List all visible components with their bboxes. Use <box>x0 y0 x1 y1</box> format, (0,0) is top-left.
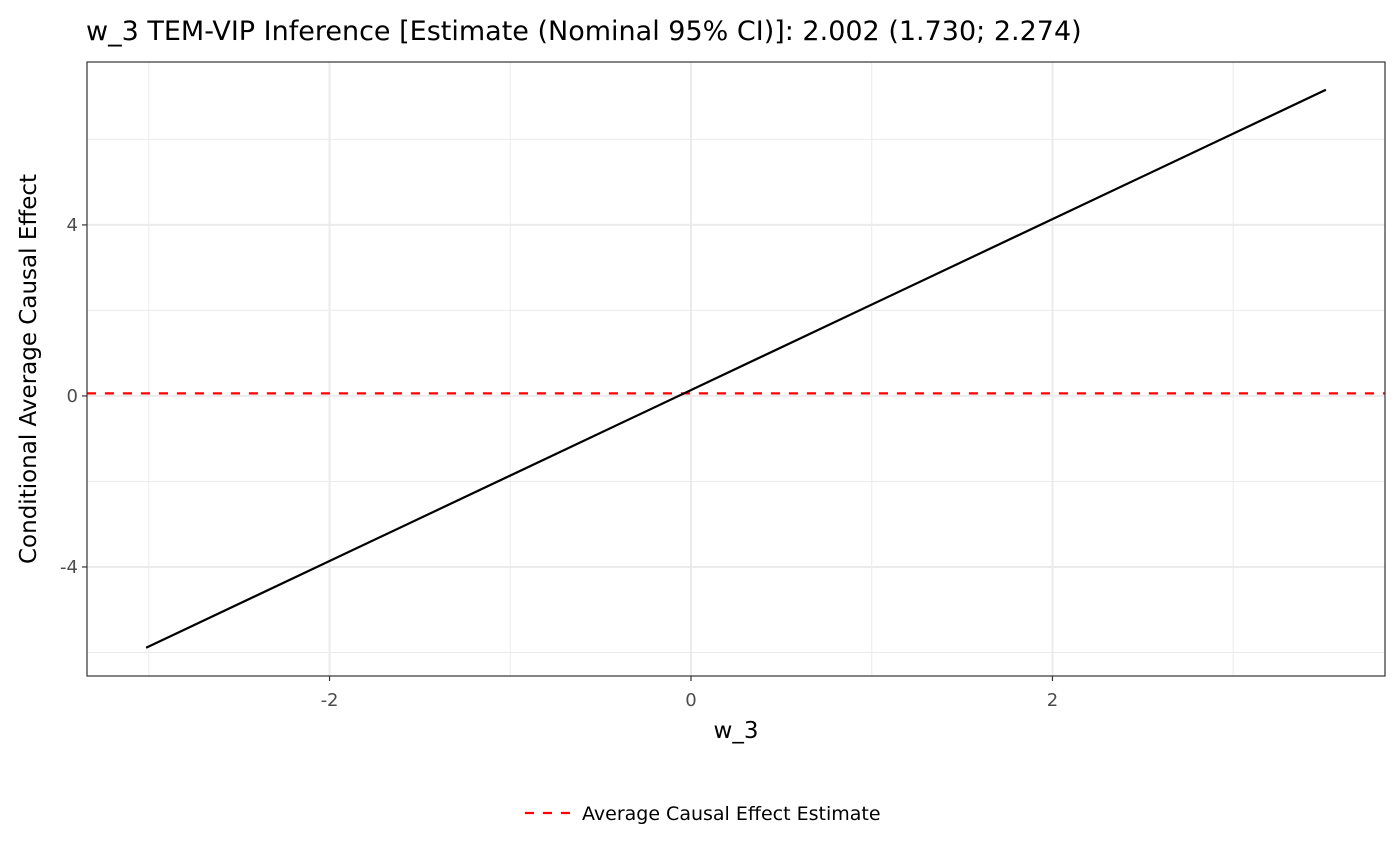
legend-label: Average Causal Effect Estimate <box>582 803 881 825</box>
marks <box>87 88 1385 649</box>
cate-line <box>145 88 1327 649</box>
y-tick-label: -4 <box>60 557 78 578</box>
y-tick-label: 4 <box>67 215 78 236</box>
x-axis-label: w_3 <box>714 718 759 744</box>
y-axis-label: Conditional Average Causal Effect <box>16 174 42 564</box>
chart-title: w_3 TEM-VIP Inference [Estimate (Nominal… <box>86 16 1082 47</box>
x-tick-label: 0 <box>685 690 696 711</box>
grid <box>87 62 1385 676</box>
x-tick-label: -2 <box>321 690 339 711</box>
plot-panel-border <box>86 61 1386 677</box>
legend: Average Causal Effect Estimate <box>525 803 881 825</box>
y-tick-label: 0 <box>67 386 78 407</box>
ticks: -2 0 2 -4 0 4 <box>60 215 1058 711</box>
x-tick-label: 2 <box>1047 690 1058 711</box>
